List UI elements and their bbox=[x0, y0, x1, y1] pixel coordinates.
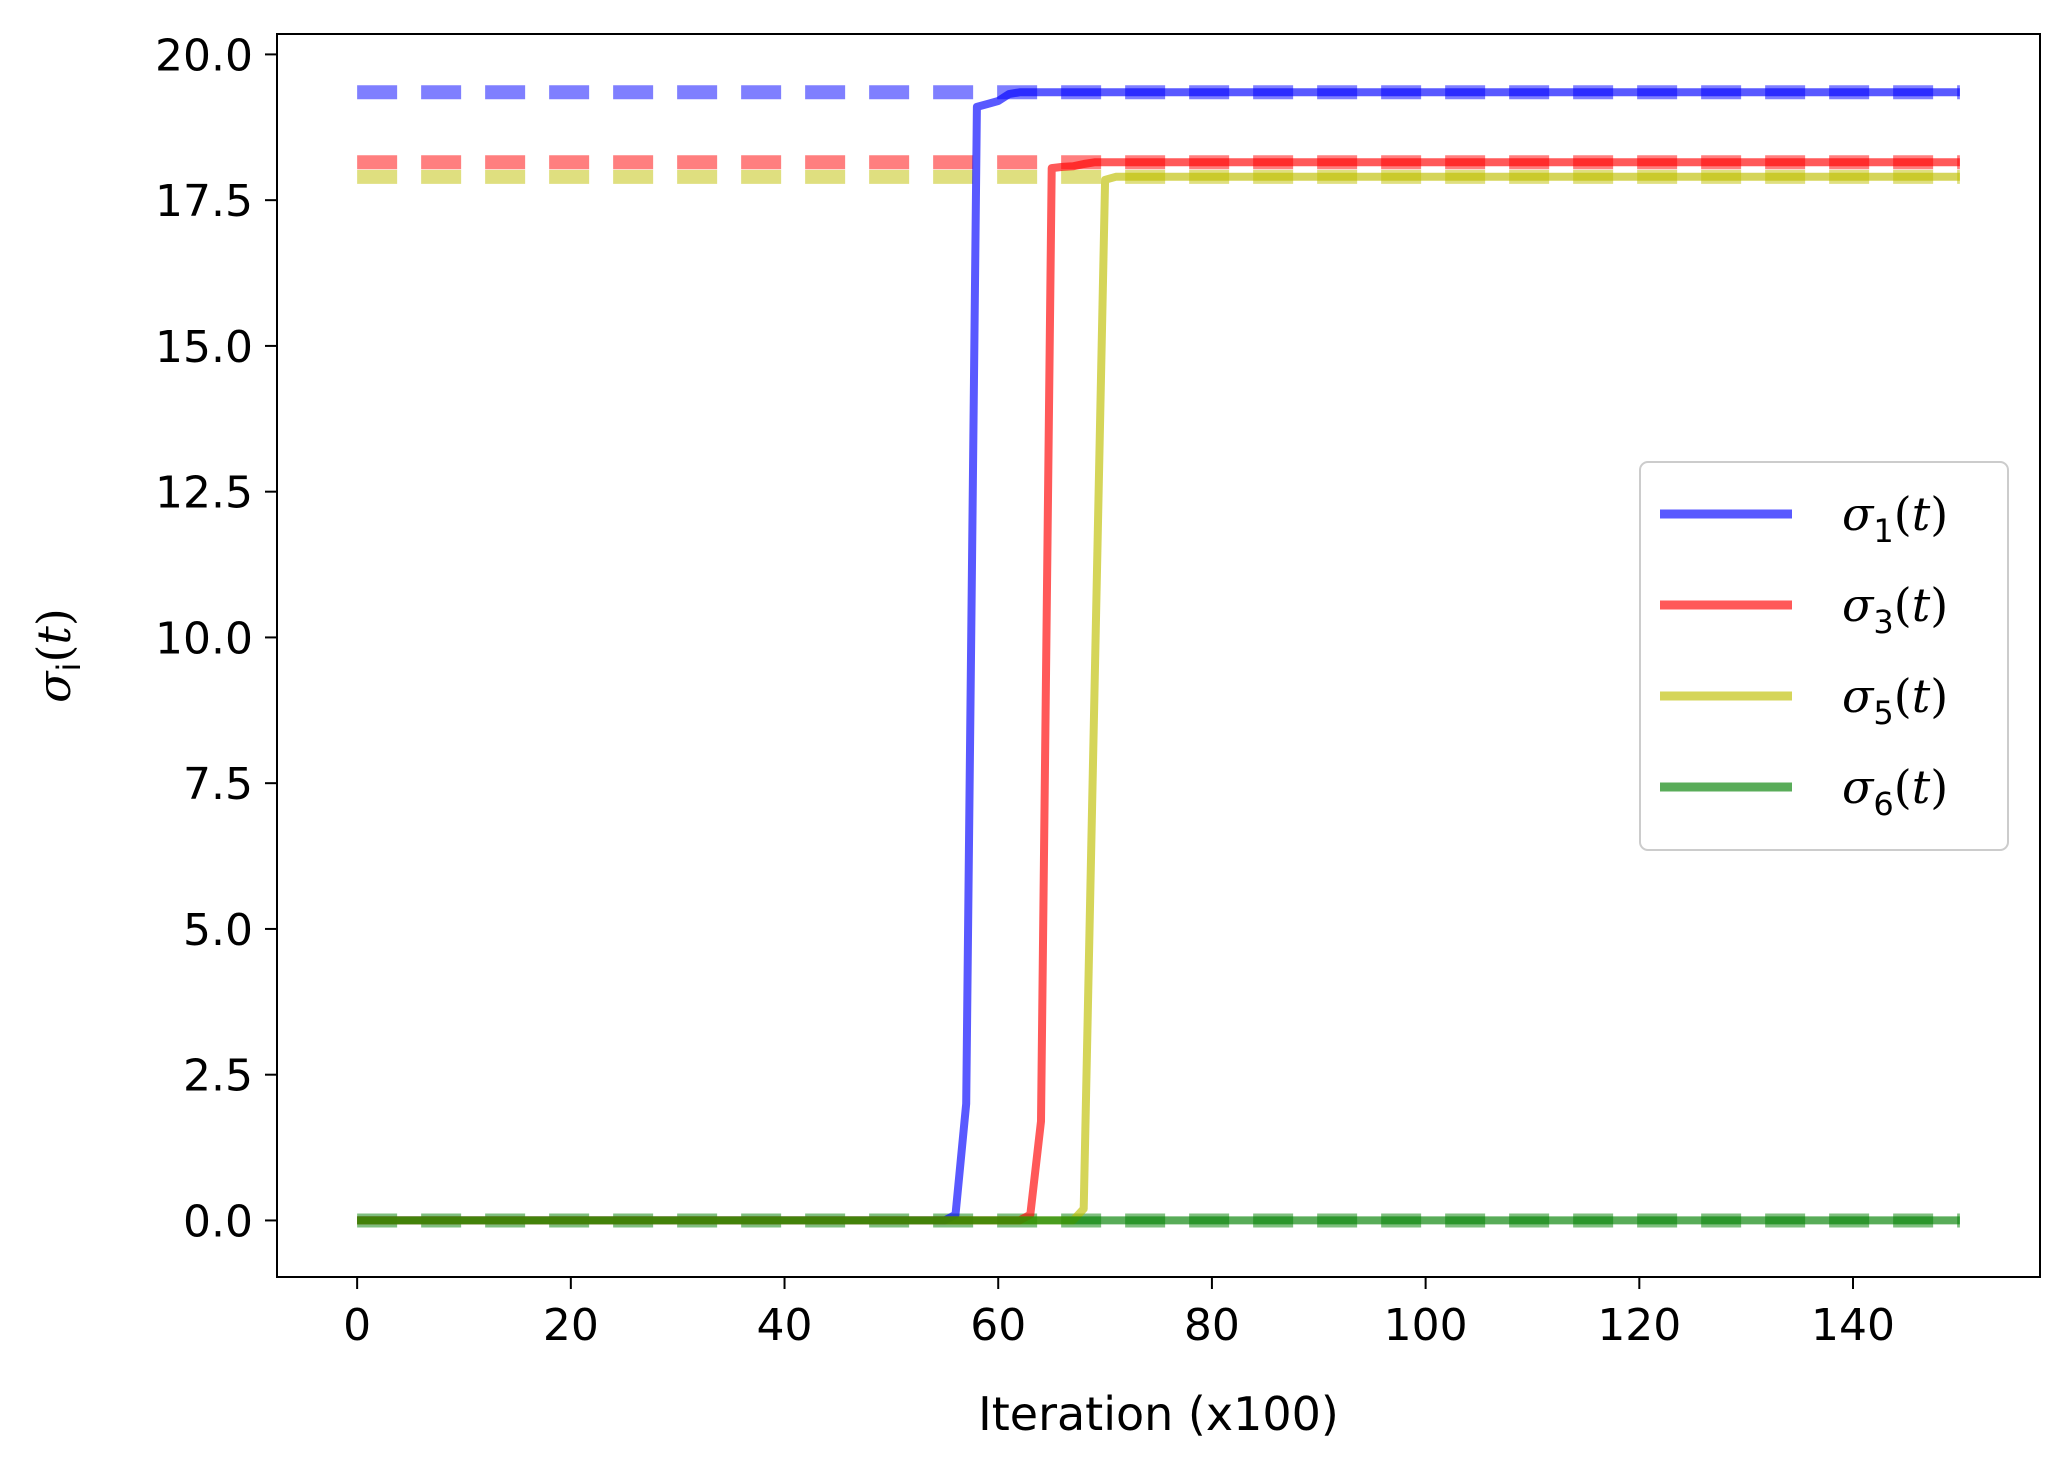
y-tick-label: 17.5 bbox=[155, 176, 253, 227]
legend-label-series-1: σ1(t) bbox=[1842, 487, 1948, 550]
x-tick-label: 20 bbox=[543, 1300, 599, 1351]
y-tick-label: 2.5 bbox=[183, 1051, 253, 1102]
legend-box bbox=[1639, 461, 2009, 851]
y-tick-label: 10.0 bbox=[155, 613, 253, 664]
y-axis-label-arg: t bbox=[27, 626, 81, 645]
y-axis-label-symbol: σ bbox=[27, 670, 81, 703]
y-tick-label: 20.0 bbox=[155, 30, 253, 81]
x-tick-label: 40 bbox=[757, 1300, 813, 1351]
y-axis-label: σi(t) bbox=[27, 608, 88, 703]
x-axis: 0 20 40 60 80 100 120 140 bbox=[343, 1277, 1895, 1351]
y-tick-label: 5.0 bbox=[183, 905, 253, 956]
x-tick-label: 100 bbox=[1384, 1300, 1468, 1351]
y-axis-label-subscript: i bbox=[50, 663, 88, 672]
x-tick-label: 140 bbox=[1811, 1300, 1895, 1351]
legend: σ1(t) σ3(t) σ5(t) σ6(t) bbox=[1639, 461, 2009, 851]
plot-frame bbox=[276, 33, 2041, 1278]
legend-label-series-3: σ5(t) bbox=[1842, 669, 1948, 732]
series-layer bbox=[357, 85, 1960, 1228]
legend-label-series-4: σ6(t) bbox=[1842, 760, 1948, 823]
y-tick-label: 7.5 bbox=[183, 759, 253, 810]
x-tick-label: 0 bbox=[343, 1300, 371, 1351]
x-tick-label: 60 bbox=[970, 1300, 1026, 1351]
y-axis: 0.0 2.5 5.0 7.5 10.0 12.5 15.0 17.5 20.0 bbox=[155, 30, 277, 1247]
y-tick-label: 15.0 bbox=[155, 322, 253, 373]
y-tick-label: 0.0 bbox=[183, 1196, 253, 1247]
y-tick-label: 12.5 bbox=[155, 468, 253, 519]
x-tick-label: 120 bbox=[1597, 1300, 1681, 1351]
legend-label-series-2: σ3(t) bbox=[1842, 578, 1948, 641]
x-tick-label: 80 bbox=[1184, 1300, 1240, 1351]
x-axis-label: Iteration (x100) bbox=[978, 1387, 1339, 1441]
